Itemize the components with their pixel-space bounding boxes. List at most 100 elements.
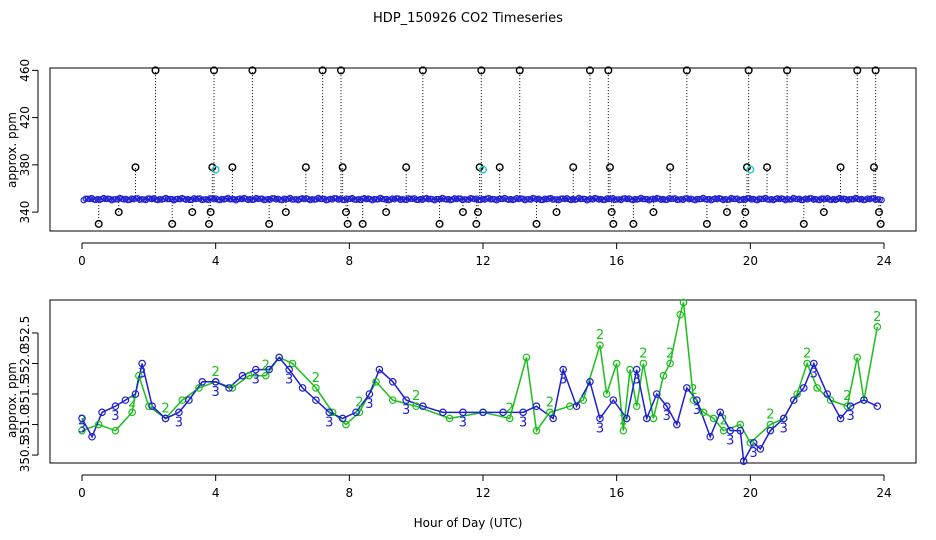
series-2-label: 2 — [596, 328, 604, 343]
series-2-point — [689, 396, 698, 404]
outlier-point — [209, 66, 218, 75]
outlier-point — [853, 66, 862, 75]
series-3-label: 3 — [663, 409, 671, 424]
outlier-point — [876, 219, 885, 228]
outlier-point — [435, 219, 444, 228]
bottom-y-axis-title: approx. ppm — [5, 362, 19, 438]
series-3-point — [739, 457, 748, 465]
series-3-point — [642, 414, 651, 423]
series-3-point — [532, 402, 541, 411]
outlier-point — [402, 163, 411, 172]
series-3-label: 3 — [285, 373, 293, 388]
baseline-point — [806, 195, 813, 202]
series-3-point — [211, 378, 220, 386]
outlier-point — [552, 208, 561, 217]
outlier-point — [629, 219, 638, 228]
outlier-point — [532, 219, 541, 228]
series-3-point — [736, 426, 745, 435]
outlier-point — [819, 208, 828, 217]
baseline-point — [551, 196, 559, 203]
series-2-point — [746, 439, 755, 447]
series-3-point — [726, 426, 735, 435]
series-3-point — [662, 402, 671, 411]
series-3-label: 3 — [750, 446, 758, 461]
series-2-point — [813, 384, 821, 392]
baseline-point — [82, 195, 89, 202]
series-3-point — [161, 414, 170, 423]
series-3-point — [549, 414, 557, 423]
bottom-plot-frame — [49, 299, 917, 464]
series-2-label: 2 — [312, 371, 320, 386]
series-3-label: 3 — [559, 373, 567, 388]
baseline-point — [579, 195, 587, 203]
series-3-point — [265, 365, 273, 374]
outlier-point — [605, 163, 614, 172]
baseline-point — [475, 196, 482, 204]
series-3-label: 3 — [693, 403, 701, 418]
series-2-label: 2 — [212, 365, 220, 380]
outlier-point — [515, 66, 524, 75]
outlier-point — [336, 66, 345, 75]
x-tick-label: 16 — [609, 254, 624, 268]
y-tick-label: 351.5 — [18, 377, 32, 411]
series-2-label: 2 — [803, 346, 811, 361]
chart-title: HDP_150926 CO2 Timeseries — [373, 11, 563, 26]
series-2-point — [709, 414, 718, 423]
baseline-point — [599, 196, 607, 204]
series-3-point — [559, 365, 568, 374]
outlier-point — [702, 219, 711, 228]
baseline-point — [639, 195, 647, 203]
series-3-point — [756, 445, 765, 453]
series-3-point — [683, 384, 691, 392]
series-2-point — [505, 414, 514, 423]
y-tick-label: 350.5 — [18, 438, 32, 472]
series-2-label: 2 — [355, 395, 363, 410]
outlier-point — [744, 66, 753, 75]
series-3-point — [185, 396, 193, 404]
y-tick-label: 460 — [18, 59, 32, 82]
series-2-point — [853, 353, 862, 362]
series-2-point — [312, 384, 320, 392]
series-3-point — [325, 408, 334, 417]
series-3-point — [251, 365, 260, 374]
outlier-point — [343, 219, 352, 228]
series-3-point — [673, 420, 681, 429]
top-axes: 0 4 8 12 16 20 24 340 380 420 460 — [18, 59, 892, 268]
baseline-point — [758, 195, 765, 203]
series-3-point — [402, 396, 410, 404]
baseline-point — [226, 196, 234, 203]
series-3-point — [98, 408, 106, 417]
outlier-point — [799, 219, 808, 228]
outlier-point — [248, 66, 257, 75]
series-2-point — [546, 408, 554, 417]
baseline-point — [878, 196, 885, 204]
x-tick-label: 24 — [876, 486, 891, 500]
series-3-point — [285, 365, 293, 374]
baseline-point — [345, 195, 352, 203]
series-3-point — [499, 408, 507, 417]
series-2-point — [355, 408, 364, 417]
baseline-point — [206, 195, 214, 202]
series-2-point — [328, 408, 337, 417]
series-2-label: 2 — [506, 401, 514, 416]
outlier-point — [358, 219, 367, 228]
x-tick-label: 16 — [609, 486, 624, 500]
series-3-label: 3 — [459, 415, 467, 430]
series-2-point — [522, 353, 531, 362]
baseline-point — [495, 195, 502, 203]
outlier-point — [741, 208, 750, 217]
series-2-point — [632, 402, 641, 411]
outlier-point — [649, 208, 658, 217]
y-tick-label: 352.0 — [18, 346, 32, 380]
series-3-point — [779, 414, 788, 423]
series-3-point — [148, 402, 156, 411]
series-2-point — [372, 378, 380, 386]
series-3-point — [652, 390, 661, 398]
outlier-point — [114, 208, 123, 217]
series-3-point — [121, 396, 130, 404]
series-2-point — [699, 408, 708, 417]
baseline-point — [435, 195, 442, 203]
series-3-point — [78, 414, 86, 423]
outlier-point — [206, 208, 215, 217]
